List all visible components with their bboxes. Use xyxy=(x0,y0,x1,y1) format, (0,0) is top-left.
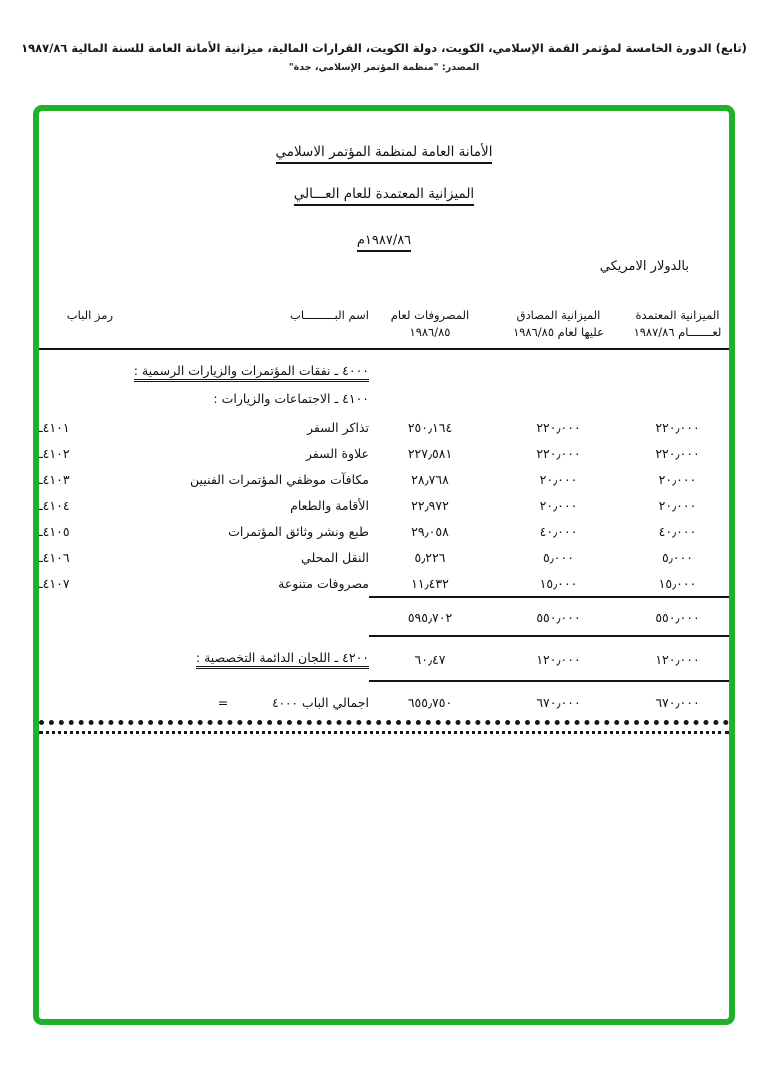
cell-item-name: النقل المحلي xyxy=(301,549,369,565)
column-header-approved-budget: الميزانية المعتمدة لعـــــــام ١٩٨٧/٨٦ xyxy=(633,308,722,339)
grand-total-label-cell: اجمالي الباب ٤٠٠٠ = xyxy=(39,682,369,716)
committee-approved: ١٢٠٫٠٠٠ xyxy=(655,651,700,667)
column-header-previous-budget: الميزانية المصادق عليها لعام ١٩٨٦/٨٥ xyxy=(513,308,604,339)
section-spacer-1 xyxy=(626,350,729,385)
grand-total-label: اجمالي الباب xyxy=(301,695,369,710)
table-row: ١٥٫٠٠٠ ١٥٫٠٠٠ ١١٫٤٣٢ مصروفات متنوعة ٤١٠٧… xyxy=(39,570,729,597)
green-highlight-frame xyxy=(33,105,735,1025)
fiscal-year: ١٩٨٧/٨٦م xyxy=(39,233,729,252)
cell-item-code: ٤١٠١ـ xyxy=(39,419,70,435)
cell-previous: ٤٠٫٠٠٠ xyxy=(539,523,578,539)
subsection-spacer-1 xyxy=(626,385,729,414)
section-spacer-3 xyxy=(369,350,491,385)
cell-item-code: ٤١٠٤ـ xyxy=(39,497,70,513)
column-header-item-code: رمز الباب xyxy=(66,308,113,322)
grand-total-approved: ٦٧٠٫٠٠٠ xyxy=(655,695,700,710)
subsection-spacer-3 xyxy=(369,385,491,414)
table-header: الميزانية المعتمدة لعـــــــام ١٩٨٧/٨٦ ا… xyxy=(39,307,729,351)
document-sheet: الأمانة العامة لمنظمة المؤتمر الاسلامي ا… xyxy=(39,111,729,1019)
cell-item-code: ٤١٠٥ـ xyxy=(39,523,70,539)
subsection-heading-text: ٤١٠٠ ـ الاجتماعات والزيارات : xyxy=(213,391,369,406)
cell-item-code: ٤١٠٦ـ xyxy=(39,549,70,565)
cell-actual: ٢٥٠٫١٦٤ xyxy=(407,419,453,435)
table-row: ٥٫٠٠٠ ٥٫٠٠٠ ٥٫٢٢٦ النقل المحلي ٤١٠٦ـ xyxy=(39,544,729,570)
subtotal-spacer-name xyxy=(119,598,369,636)
cell-item-code: ٤١٠٢ـ xyxy=(39,445,70,461)
currency-note: بالدولار الامريكي xyxy=(599,259,689,274)
table-row: ٢٢٠٫٠٠٠ ٢٢٠٫٠٠٠ ٢٢٧٫٥٨١ علاوة السفر ٤١٠٢… xyxy=(39,440,729,466)
cell-previous: ٢٠٫٠٠٠ xyxy=(539,471,578,487)
caption-title-line: (تابع) الدورة الخامسة لمؤتمر القمة الإسل… xyxy=(21,41,747,55)
committee-previous: ١٢٠٫٠٠٠ xyxy=(536,651,581,667)
cell-approved: ٢٢٠٫٠٠٠ xyxy=(655,445,700,461)
budget-table: الميزانية المعتمدة لعـــــــام ١٩٨٧/٨٦ ا… xyxy=(39,307,729,716)
grand-total-previous: ٦٧٠٫٠٠٠ xyxy=(536,695,581,710)
committee-label-cell: ٤٢٠٠ ـ اللجان الدائمة التخصصية : xyxy=(39,637,369,681)
cell-actual: ٥٫٢٢٦ xyxy=(414,549,446,565)
subsection-heading-row: ٤١٠٠ ـ الاجتماعات والزيارات : xyxy=(39,385,729,414)
cell-actual: ٢٢٧٫٥٨١ xyxy=(407,445,453,461)
bottom-dotted-rule-secondary xyxy=(39,731,729,737)
cell-item-name: مكافآت موظفي المؤتمرات الفنيين xyxy=(190,471,369,487)
subtotal-previous: ٥٥٠٫٠٠٠ xyxy=(536,610,581,625)
subtotal-actual: ٥٩٥٫٧٠٢ xyxy=(407,610,453,625)
cell-previous: ٢٢٠٫٠٠٠ xyxy=(536,419,581,435)
subsection-spacer-2 xyxy=(491,385,626,414)
cell-approved: ٢٠٫٠٠٠ xyxy=(658,497,697,513)
grand-total-row: ٦٧٠٫٠٠٠ ٦٧٠٫٠٠٠ ٦٥٥٫٧٥٠ اجمالي الباب ٤٠٠… xyxy=(39,682,729,716)
cell-actual: ١١٫٤٣٢ xyxy=(411,575,449,591)
cell-actual: ٢٢٫٩٧٢ xyxy=(411,497,449,513)
section-heading-row: ٤٠٠٠ ـ نفقات المؤتمرات والزيارات الرسمية… xyxy=(39,350,729,385)
table-header-row: الميزانية المعتمدة لعـــــــام ١٩٨٧/٨٦ ا… xyxy=(39,307,729,349)
budget-subtitle: الميزانية المعتمدة للعام العـــالي xyxy=(39,186,729,206)
cell-item-code: ٤١٠٧ـ xyxy=(39,576,70,591)
column-header-actual-expenses: المصروفات لعام ١٩٨٦/٨٥ xyxy=(390,308,470,339)
column-header-item-name: اسم البـــــــــاب xyxy=(290,308,369,322)
cell-previous: ٢٠٫٠٠٠ xyxy=(539,497,578,513)
caption-source-line: المصدر: "منظمة المؤتمر الإسلامي، جدة" xyxy=(288,62,480,73)
budget-subtitle-text: الميزانية المعتمدة للعام العـــالي xyxy=(293,186,475,206)
cell-item-name: تذاكر السفر xyxy=(307,419,369,435)
section-spacer-2 xyxy=(491,350,626,385)
subtotal-approved: ٥٥٠٫٠٠٠ xyxy=(655,610,700,625)
cell-item-name: علاوة السفر xyxy=(305,445,369,461)
cell-previous: ٥٫٠٠٠ xyxy=(543,549,574,565)
budget-table-area: الميزانية المعتمدة لعـــــــام ١٩٨٧/٨٦ ا… xyxy=(39,307,729,737)
cell-item-code: ٤١٠٣ـ xyxy=(39,471,70,487)
table-row: ٢٠٫٠٠٠ ٢٠٫٠٠٠ ٢٢٫٩٧٢ الأقامة والطعام ٤١٠… xyxy=(39,492,729,518)
organization-title: الأمانة العامة لمنظمة المؤتمر الاسلامي xyxy=(39,144,729,164)
fiscal-year-text: ١٩٨٧/٨٦م xyxy=(356,233,412,252)
grand-total-actual: ٦٥٥٫٧٥٠ xyxy=(407,695,453,710)
table-row: ٤٠٫٠٠٠ ٤٠٫٠٠٠ ٢٩٫٠٥٨ طبع ونشر وثائق المؤ… xyxy=(39,518,729,544)
cell-approved: ٢٠٫٠٠٠ xyxy=(658,471,697,487)
section-heading-main: ٤٠٠٠ ـ نفقات المؤتمرات والزيارات الرسمية… xyxy=(39,350,369,385)
cell-previous: ١٥٫٠٠٠ xyxy=(539,575,578,591)
subsection-heading: ٤١٠٠ ـ الاجتماعات والزيارات : xyxy=(39,385,369,414)
grand-total-equals: = xyxy=(217,695,229,710)
section-heading-main-text: ٤٠٠٠ ـ نفقات المؤتمرات والزيارات الرسمية… xyxy=(133,363,369,382)
cell-item-name: طبع ونشر وثائق المؤتمرات xyxy=(228,523,369,539)
cell-approved: ٢٢٠٫٠٠٠ xyxy=(655,419,700,435)
table-row: ٢٠٫٠٠٠ ٢٠٫٠٠٠ ٢٨٫٧٦٨ مكافآت موظفي المؤتم… xyxy=(39,466,729,492)
cell-approved: ٥٫٠٠٠ xyxy=(662,549,693,565)
committee-row: ١٢٠٫٠٠٠ ١٢٠٫٠٠٠ ٦٠٫٤٧ ٤٢٠٠ ـ اللجان الدا… xyxy=(39,637,729,681)
grand-total-code: ٤٠٠٠ xyxy=(272,696,298,710)
page-caption: (تابع) الدورة الخامسة لمؤتمر القمة الإسل… xyxy=(0,40,768,75)
cell-approved: ٤٠٫٠٠٠ xyxy=(658,523,697,539)
bottom-dotted-rule xyxy=(39,720,729,730)
cell-previous: ٢٢٠٫٠٠٠ xyxy=(536,445,581,461)
subtotal-spacer-code xyxy=(39,598,119,636)
committee-actual: ٦٠٫٤٧ xyxy=(414,651,446,667)
organization-title-text: الأمانة العامة لمنظمة المؤتمر الاسلامي xyxy=(275,144,493,164)
subtotal-row: ٥٥٠٫٠٠٠ ٥٥٠٫٠٠٠ ٥٩٥٫٧٠٢ xyxy=(39,598,729,636)
cell-item-name: الأقامة والطعام xyxy=(290,497,369,513)
table-body: ٤٠٠٠ ـ نفقات المؤتمرات والزيارات الرسمية… xyxy=(39,350,729,716)
committee-label: ٤٢٠٠ ـ اللجان الدائمة التخصصية : xyxy=(195,650,369,669)
table-row: ٢٢٠٫٠٠٠ ٢٢٠٫٠٠٠ ٢٥٠٫١٦٤ تذاكر السفر ٤١٠١… xyxy=(39,414,729,440)
cell-item-name: مصروفات متنوعة xyxy=(278,576,369,591)
cell-approved: ١٥٫٠٠٠ xyxy=(658,575,697,591)
cell-actual: ٢٨٫٧٦٨ xyxy=(411,471,449,487)
cell-actual: ٢٩٫٠٥٨ xyxy=(411,523,449,539)
